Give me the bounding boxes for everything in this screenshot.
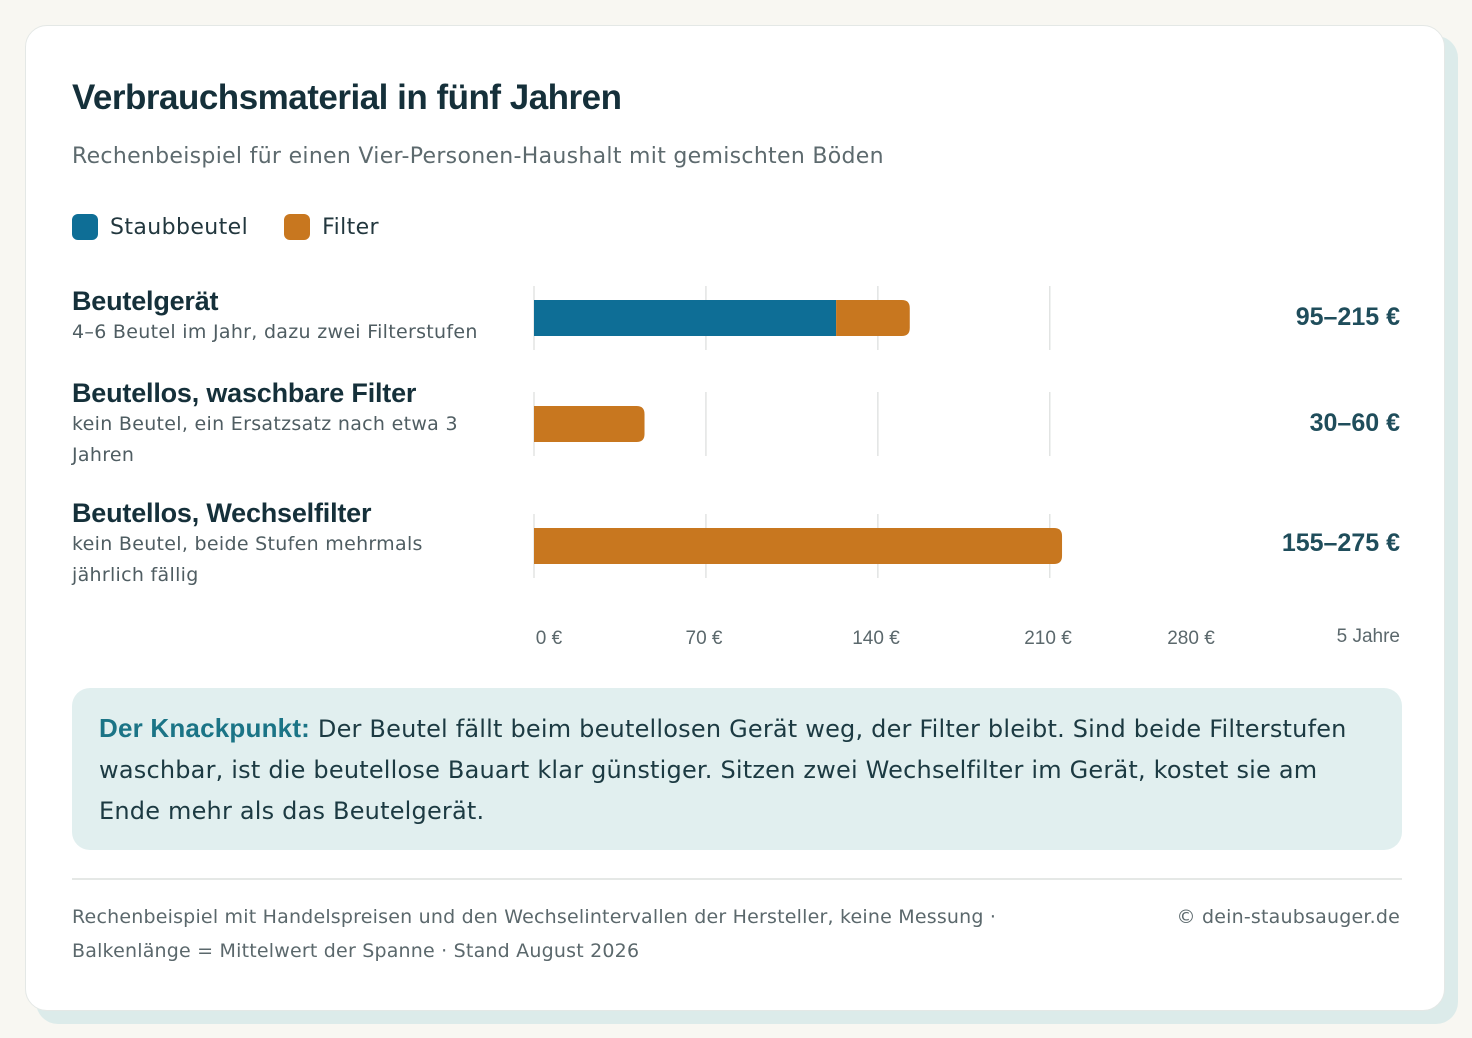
row-description: 4–6 Beutel im Jahr, dazu zwei Filterstuf…: [72, 321, 478, 343]
row-value-wechselfilter: 155–275 €: [1281, 529, 1400, 557]
legend-item-staubbeutel: Staubbeutel: [72, 214, 248, 240]
row-name: Beutelgerät: [72, 286, 219, 316]
copyright: © dein-staubsauger.de: [1176, 906, 1400, 928]
bar-chart: 0 € 70 € 140 € 210 € 280 € 5 Jahre: [533, 286, 1400, 649]
divider: [72, 878, 1402, 880]
chart-subtitle: Rechenbeispiel für einen Vier-Personen-H…: [72, 144, 884, 169]
legend: Staubbeutel Filter: [72, 214, 379, 240]
x-axis-unit-label: 5 Jahre: [1337, 626, 1400, 647]
legend-item-filter: Filter: [284, 214, 379, 240]
callout-text: Der Beutel fällt beim beutellosen Gerät …: [99, 715, 1347, 825]
row-description: kein Beutel, ein Ersatzsatz nach etwa 3 …: [72, 413, 458, 466]
row-label-beutelgeraet: Beutelgerät 4–6 Beutel im Jahr, dazu zwe…: [72, 285, 512, 348]
x-tick-label: 140 €: [852, 628, 900, 649]
bar-filter-1: [836, 300, 910, 336]
legend-swatch-staubbeutel: [72, 214, 98, 240]
row-value-beutelgeraet: 95–215 €: [1295, 303, 1400, 331]
row-name: Beutellos, Wechselfilter: [72, 498, 372, 528]
callout-heading: Der Knackpunkt:: [99, 713, 311, 743]
row-value-waschbare-filter: 30–60 €: [1309, 409, 1400, 437]
row-label-wechselfilter: Beutellos, Wechselfilter kein Beutel, be…: [72, 497, 472, 591]
footnote: Rechenbeispiel mit Handelspreisen und de…: [72, 906, 997, 962]
legend-label-staubbeutel: Staubbeutel: [110, 214, 249, 240]
legend-label-filter: Filter: [322, 214, 379, 240]
bar-filter-3: [534, 528, 1063, 564]
row-label-waschbare-filter: Beutellos, waschbare Filter kein Beutel,…: [72, 377, 492, 471]
x-tick-label: 280 €: [1167, 628, 1215, 649]
x-tick-label: 0 €: [536, 628, 563, 649]
row-name: Beutellos, waschbare Filter: [72, 378, 417, 408]
x-tick-label: 210 €: [1024, 628, 1072, 649]
callout-box: Der Knackpunkt: Der Beutel fällt beim be…: [72, 688, 1402, 850]
row-description: kein Beutel, beide Stufen mehrmals jährl…: [72, 533, 423, 586]
bar-filter-2: [534, 406, 645, 442]
x-tick-label: 70 €: [686, 628, 723, 649]
bar-staubbeutel-1: [534, 300, 837, 336]
legend-swatch-filter: [284, 214, 311, 240]
chart-title: Verbrauchsmaterial in fünf Jahren: [72, 78, 622, 117]
